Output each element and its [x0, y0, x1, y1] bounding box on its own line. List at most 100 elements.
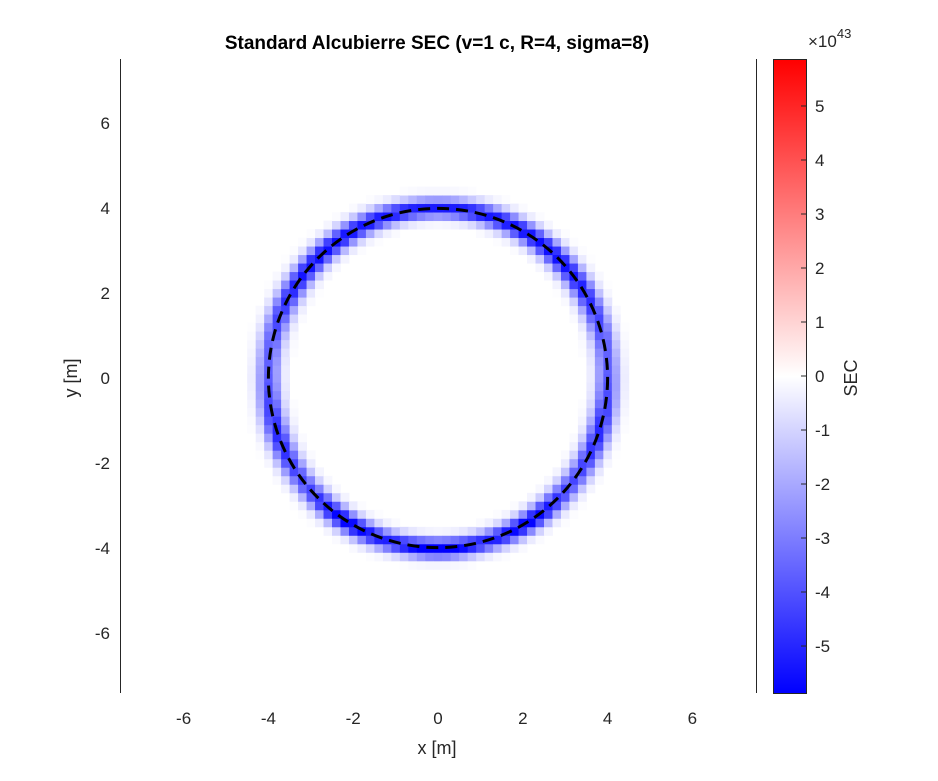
heatmap-cell — [501, 229, 511, 239]
heatmap-cell — [281, 467, 290, 477]
colorbar-tick-label: 3 — [815, 205, 824, 224]
heatmap-cell — [467, 220, 477, 230]
heatmap-cell — [518, 246, 528, 256]
heatmap-cell — [569, 475, 579, 485]
heatmap-cell — [281, 331, 290, 341]
heatmap-cell — [577, 424, 587, 434]
heatmap-cell — [594, 348, 604, 358]
heatmap-cell — [399, 186, 409, 196]
heatmap-cell — [306, 297, 316, 307]
heatmap-cell — [272, 305, 282, 315]
heatmap-cell — [323, 237, 333, 247]
heatmap-cell — [544, 501, 553, 511]
heatmap-cell — [272, 433, 282, 443]
heatmap-cell — [527, 501, 536, 511]
heatmap-cell — [365, 509, 375, 519]
heatmap-cell — [306, 475, 316, 485]
heatmap-cell — [586, 467, 596, 477]
heatmap-cell — [594, 424, 604, 434]
heatmap-cell — [560, 229, 570, 239]
heatmap-cell — [255, 399, 265, 409]
heatmap-cell — [332, 220, 341, 230]
heatmap-cell — [408, 186, 418, 196]
heatmap-cell — [476, 220, 486, 230]
heatmap-cell — [611, 433, 621, 443]
heatmap-cell — [357, 229, 367, 239]
heatmap-cell — [264, 331, 274, 341]
heatmap-cell — [544, 229, 553, 239]
heatmap-cell — [611, 356, 621, 366]
heatmap-cell — [484, 203, 494, 213]
heatmap-cell — [340, 220, 350, 230]
heatmap-cell — [577, 407, 587, 417]
heatmap-cell — [323, 220, 333, 230]
heatmap-cell — [382, 195, 392, 205]
heatmap-cell — [289, 484, 299, 494]
heatmap-cell — [374, 212, 384, 222]
heatmap-cell — [594, 467, 604, 477]
heatmap-cell — [306, 518, 316, 528]
heatmap-cell — [264, 288, 274, 298]
heatmap-cell — [518, 526, 528, 536]
heatmap-cell — [577, 484, 587, 494]
heatmap-cell — [281, 365, 290, 375]
heatmap-cell — [611, 331, 621, 341]
heatmap-cell — [518, 203, 528, 213]
heatmap-cell — [510, 212, 519, 222]
heatmap-cell — [620, 348, 630, 358]
heatmap-cell — [544, 518, 553, 528]
heatmap-cell — [298, 467, 307, 477]
y-tick-label: 4 — [101, 199, 110, 218]
heatmap-cell — [315, 475, 324, 485]
heatmap-cell — [416, 535, 426, 545]
heatmap-cell — [467, 535, 477, 545]
heatmap-cell — [264, 407, 274, 417]
heatmap-cell — [577, 271, 587, 281]
heatmap-cell — [289, 339, 299, 349]
heatmap-cell — [272, 280, 282, 290]
heatmap-cell — [510, 203, 519, 213]
heatmap-cell — [340, 492, 350, 502]
heatmap-cell — [332, 484, 341, 494]
heatmap-cell — [442, 186, 452, 196]
colorbar-tick-label: 2 — [815, 259, 824, 278]
heatmap-cell — [560, 246, 570, 256]
heatmap-cell — [603, 450, 613, 460]
heatmap-cell — [340, 501, 350, 511]
heatmap-cell — [594, 416, 604, 426]
heatmap-cell — [620, 331, 630, 341]
heatmap-cell — [527, 254, 536, 264]
heatmap-cell — [467, 195, 477, 205]
heatmap-cell — [552, 271, 562, 281]
heatmap-cell — [408, 220, 418, 230]
heatmap-cell — [289, 280, 299, 290]
heatmap-cell — [306, 280, 316, 290]
colorbar-tick-label: -5 — [815, 637, 830, 656]
x-tick-label: 0 — [433, 709, 442, 728]
heatmap-cell — [272, 339, 282, 349]
heatmap-cell — [315, 288, 324, 298]
heatmap-cell — [255, 416, 265, 426]
heatmap-cell — [586, 484, 596, 494]
heatmap-cell — [535, 263, 545, 273]
heatmap-cell — [255, 433, 265, 443]
colorbar-tick-label: 4 — [815, 151, 824, 170]
heatmap-cell — [527, 212, 536, 222]
heatmap-cell — [467, 526, 477, 536]
heatmap-cell — [501, 203, 511, 213]
heatmap-cell — [323, 509, 333, 519]
heatmap-cell — [382, 526, 392, 536]
heatmap-cell — [315, 518, 324, 528]
y-tick-label: 6 — [101, 114, 110, 133]
heatmap-cell — [560, 254, 570, 264]
heatmap-cell — [255, 373, 265, 383]
heatmap-cell — [577, 441, 587, 451]
heatmap-cell — [527, 509, 536, 519]
heatmap-cell — [577, 305, 587, 315]
heatmap-cell — [247, 424, 257, 434]
heatmap-cell — [476, 229, 486, 239]
colorbar-tick-label: 1 — [815, 313, 824, 332]
heatmap-cell — [357, 246, 367, 256]
heatmap-cell — [569, 458, 579, 468]
